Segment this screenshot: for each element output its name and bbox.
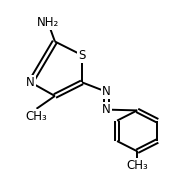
Text: NH₂: NH₂	[37, 16, 59, 29]
Text: N: N	[102, 85, 111, 98]
Text: CH₃: CH₃	[126, 159, 148, 172]
Text: N: N	[102, 103, 111, 116]
Text: S: S	[78, 49, 86, 62]
Text: CH₃: CH₃	[26, 110, 47, 123]
Text: N: N	[26, 76, 35, 89]
